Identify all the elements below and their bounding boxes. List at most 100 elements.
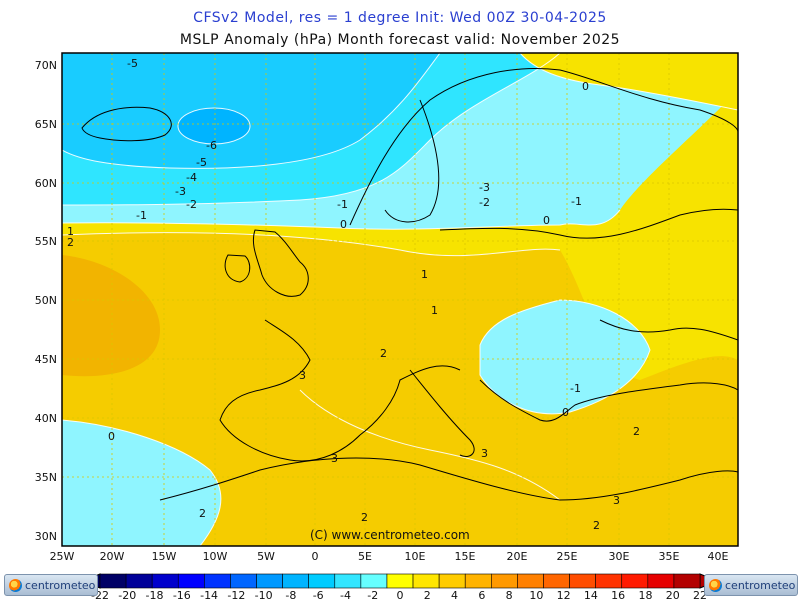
lon-tick-label: 15W — [152, 550, 177, 563]
chart-subtitle: MSLP Anomaly (hPa) Month forecast valid:… — [179, 32, 621, 48]
contour-label: 2 — [199, 507, 206, 520]
contour-label: 3 — [299, 369, 306, 382]
contour-line — [177, 107, 251, 145]
colorbar-label: -16 — [173, 589, 191, 600]
coastlines — [81, 68, 738, 501]
contour-label: 0 — [340, 218, 347, 231]
contour-label: -1 — [571, 195, 582, 208]
lon-tick-label: 10W — [203, 550, 228, 563]
copyright-text: (C) www.centrometeo.com — [310, 528, 470, 542]
colorbar-label: 4 — [451, 589, 458, 600]
colorbar-swatch — [308, 573, 336, 589]
contour-label: -5 — [196, 156, 207, 169]
lat-tick-label: 60N — [35, 177, 57, 190]
lat-tick-label: 30N — [35, 530, 57, 543]
colorbar-label: 6 — [478, 589, 485, 600]
colorbar-swatch — [256, 573, 283, 589]
coastline-north-africa — [159, 457, 738, 501]
field-northeast — [520, 53, 738, 110]
lat-tick-label: 50N — [35, 294, 57, 307]
coastline-balkans-turkey — [479, 379, 738, 422]
colorbar-swatch — [464, 573, 492, 589]
contour-label: -3 — [175, 185, 186, 198]
contour-label: 2 — [361, 511, 368, 524]
lon-tick-label: 35E — [659, 550, 680, 563]
colorbar-label: 0 — [397, 589, 404, 600]
colorbar-label: -2 — [367, 589, 378, 600]
logo-icon — [9, 578, 22, 592]
lon-tick-label: 25E — [557, 550, 578, 563]
colorbar-label: -12 — [227, 589, 245, 600]
colorbar-label: -18 — [146, 589, 164, 600]
coastline-baltic — [439, 208, 738, 239]
lat-tick-label: 45N — [35, 353, 57, 366]
field-minus4-to-minus6 — [62, 53, 440, 169]
colorbar-swatch — [438, 573, 466, 589]
lon-tick-label: 20W — [100, 550, 125, 563]
colorbar-label: -22 — [91, 589, 109, 600]
colorbar-label: -4 — [340, 589, 351, 600]
colorbar-label: -6 — [313, 589, 324, 600]
colorbar-label: 16 — [611, 589, 625, 600]
colorbar-label: 22 — [693, 589, 707, 600]
lon-tick-label: 0 — [312, 550, 319, 563]
contour-line — [519, 53, 738, 111]
coastline-norway-sweden — [384, 99, 440, 223]
lat-axis: 70N 65N 60N 55N 50N 45N 40N 35N 30N — [35, 59, 57, 543]
colorbar-swatch — [177, 573, 205, 589]
colorbar-swatch — [99, 573, 127, 589]
centrometeo-logo-left[interactable]: centrometeo — [4, 574, 98, 596]
contour-label: 0 — [543, 214, 550, 227]
lat-tick-label: 40N — [35, 412, 57, 425]
field-minus6-core — [178, 108, 250, 144]
colorbar-label: -10 — [255, 589, 273, 600]
contour-label: 0 — [108, 430, 115, 443]
lon-axis: 25W 20W 15W 10W 5W 0 5E 10E 15E 20E 25E … — [50, 550, 729, 563]
coastline-iceland — [81, 106, 172, 142]
coastline-black-sea — [599, 319, 738, 341]
contour-label: 1 — [431, 304, 438, 317]
map-field: -5 -6 -5 -4 -3 -2 -1 -1 0 1 2 -3 -2 -1 0… — [62, 53, 738, 546]
lat-tick-label: 70N — [35, 59, 57, 72]
contour-line — [62, 53, 441, 169]
colorbar-swatch — [491, 573, 518, 589]
coastline-britain — [252, 229, 309, 297]
colorbar-swatch — [621, 573, 649, 589]
colorbar-swatch — [517, 573, 544, 589]
contour-label: -3 — [479, 181, 490, 194]
lon-tick-label: 5W — [257, 550, 275, 563]
contour-label: 1 — [67, 225, 74, 238]
field-east-blob — [480, 300, 650, 414]
colorbar-label: 18 — [638, 589, 652, 600]
colorbar-swatch — [647, 573, 675, 589]
lat-tick-label: 65N — [35, 118, 57, 131]
colorbar-swatch — [673, 573, 701, 589]
contour-label: -2 — [479, 196, 490, 209]
contour-line — [62, 53, 561, 206]
colorbar-swatch — [230, 573, 257, 589]
contour-label: -1 — [570, 382, 581, 395]
lon-tick-label: 15E — [455, 550, 476, 563]
contour-label: 3 — [613, 494, 620, 507]
contour-label: 2 — [380, 347, 387, 360]
contour-label: 3 — [481, 447, 488, 460]
lon-tick-label: 5E — [358, 550, 372, 563]
colorbar-swatch — [204, 573, 231, 589]
lon-tick-label: 25W — [50, 550, 75, 563]
contour-label: -5 — [127, 57, 138, 70]
centrometeo-logo-right[interactable]: centrometeo — [704, 574, 798, 596]
contour-label: 0 — [582, 80, 589, 93]
contour-label: -1 — [337, 198, 348, 211]
coastline-scandinavia — [349, 68, 738, 226]
lon-tick-label: 10E — [405, 550, 426, 563]
colorbar-label: 20 — [666, 589, 680, 600]
map-frame — [61, 52, 739, 547]
contour-label: 1 — [421, 268, 428, 281]
colorbar-swatch — [412, 573, 440, 589]
field-southwest — [62, 420, 221, 546]
contour-label: 2 — [633, 425, 640, 438]
contour-line — [62, 232, 561, 257]
contour-label: -4 — [186, 171, 197, 184]
colorbar-swatch — [282, 573, 309, 589]
